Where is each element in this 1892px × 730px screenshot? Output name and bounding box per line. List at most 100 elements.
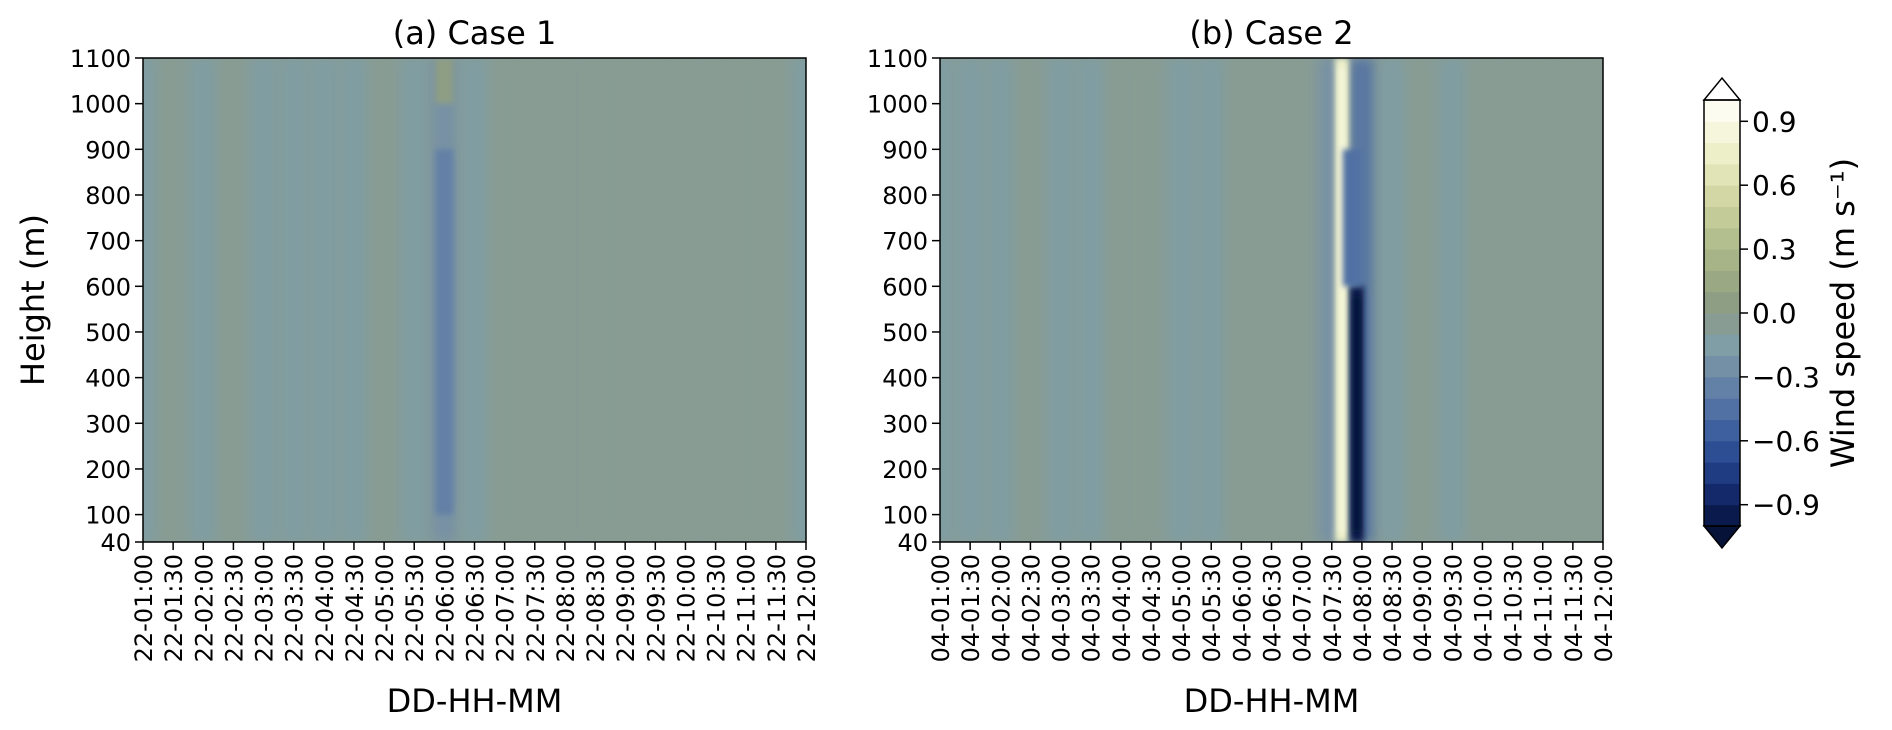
panel-b-x-axis: 04-01:00 04-01:30 04-02:00 04-02:30 04-03:00…: [927, 542, 1618, 662]
field-column: [986, 58, 1014, 542]
y-tick-label: 40: [897, 529, 928, 557]
field-column: [611, 58, 639, 542]
field-column: [340, 58, 368, 542]
y-tick-label: 300: [85, 410, 131, 438]
y-tick-label: 300: [882, 410, 928, 438]
colorbar-tick-label: −0.9: [1752, 489, 1820, 522]
x-tick-label: 22-07:30: [522, 554, 550, 662]
field-column: [370, 58, 398, 542]
colorbar-level: [1704, 100, 1740, 122]
field-column: [189, 58, 217, 542]
x-tick-label: 22-11:30: [763, 554, 791, 662]
colorbar-level: [1704, 291, 1740, 314]
colorbar-level: [1704, 440, 1740, 463]
colorbar-low-extend: [1702, 525, 1742, 550]
y-tick-label: 800: [85, 182, 131, 210]
field-feature: [435, 58, 454, 104]
field-column: [641, 58, 669, 542]
x-tick-label: 04-04:00: [1108, 554, 1136, 662]
x-tick-label: 04-11:00: [1530, 554, 1558, 662]
x-tick-label: 22-09:00: [612, 554, 640, 662]
field-column: [1167, 58, 1195, 542]
panel-b-x-axis-label: DD-HH-MM: [1184, 682, 1360, 720]
x-tick-label: 04-08:00: [1349, 554, 1377, 662]
field-column: [1197, 58, 1225, 542]
colorbar-level: [1704, 313, 1740, 335]
colorbar-tick-label: −0.6: [1752, 425, 1820, 458]
y-tick-label: 1100: [70, 45, 131, 73]
x-tick-label: 04-10:00: [1469, 554, 1497, 662]
field-column: [581, 58, 609, 542]
x-tick-label: 22-01:00: [130, 554, 158, 662]
x-tick-label: 22-11:00: [733, 554, 761, 662]
colorbar-level: [1704, 227, 1740, 250]
field-column: [1589, 58, 1603, 542]
field-column: [732, 58, 760, 542]
x-tick-label: 04-01:00: [927, 554, 955, 662]
field-column: [1227, 58, 1255, 542]
colorbar-level: [1704, 483, 1740, 506]
x-tick-label: 04-06:00: [1228, 554, 1256, 662]
field-column: [956, 58, 984, 542]
y-tick-label: 500: [85, 319, 131, 347]
field-feature-core: [1338, 68, 1345, 532]
field-column: [1559, 58, 1587, 542]
field-feature: [435, 149, 454, 515]
x-tick-label: 22-10:30: [703, 554, 731, 662]
panel-a-title: (a) Case 1: [393, 14, 557, 52]
colorbar-high-extend: [1702, 76, 1742, 101]
colorbar-label-text: Wind speed (m s⁻¹): [1824, 158, 1862, 468]
field-column: [1468, 58, 1497, 542]
field-column: [219, 58, 247, 542]
x-tick-label: 04-02:30: [1017, 554, 1045, 662]
panel-a-plot-area: [143, 58, 806, 542]
x-tick-label: 04-01:30: [957, 554, 985, 662]
y-tick-label: 600: [882, 273, 928, 301]
y-tick-label: 700: [882, 228, 928, 256]
colorbar-level: [1704, 121, 1740, 144]
panel-a-x-axis: 22-01:00 22-01:30 22-02:00 22-02:30 22-03:00…: [130, 542, 821, 662]
field-column: [1107, 58, 1135, 542]
colorbar-level: [1704, 249, 1740, 271]
y-tick-label: 1000: [70, 91, 131, 119]
x-tick-label: 22-06:30: [462, 554, 490, 662]
x-tick-label: 22-07:00: [492, 554, 520, 662]
colorbar-tick-label: 0.9: [1752, 105, 1797, 138]
field-column: [1046, 58, 1075, 542]
field-column: [1438, 58, 1466, 542]
colorbar-ticks: −0.9 −0.6 −0.3 0.0 0.3 0.6 0.9: [1740, 105, 1820, 522]
x-tick-label: 22-03:00: [251, 554, 279, 662]
x-tick-label: 22-04:00: [311, 554, 339, 662]
y-tick-label: 400: [882, 365, 928, 393]
field-feature-core: [1353, 296, 1360, 532]
colorbar-level: [1704, 334, 1740, 357]
colorbar-levels: [1704, 100, 1740, 527]
x-tick-label: 22-06:00: [431, 554, 459, 662]
field-column: [1529, 58, 1557, 542]
colorbar-tick-label: 0.0: [1752, 297, 1797, 330]
x-tick-label: 22-04:30: [341, 554, 369, 662]
field-column: [521, 58, 549, 542]
field-column: [1077, 58, 1105, 542]
x-tick-label: 22-10:00: [672, 554, 700, 662]
colorbar-tick-label: −0.3: [1752, 361, 1820, 394]
x-tick-label: 22-08:00: [552, 554, 580, 662]
field-column: [280, 58, 308, 542]
colorbar-level: [1704, 355, 1740, 378]
x-tick-label: 22-05:30: [401, 554, 429, 662]
x-tick-label: 04-05:30: [1198, 554, 1226, 662]
x-tick-label: 22-01:30: [160, 554, 188, 662]
field-column: [460, 58, 489, 542]
y-tick-label: 700: [85, 228, 131, 256]
field-column: [310, 58, 338, 542]
colorbar-label: Wind speed (m s⁻¹): [1824, 158, 1862, 468]
panel-b-title: (b) Case 2: [1189, 14, 1353, 52]
colorbar-level: [1704, 462, 1740, 484]
colorbar-tick-label: 0.3: [1752, 233, 1797, 266]
x-tick-label: 04-03:00: [1048, 554, 1076, 662]
colorbar-level: [1704, 398, 1740, 420]
x-tick-label: 04-04:30: [1138, 554, 1166, 662]
y-tick-label: 500: [882, 319, 928, 347]
